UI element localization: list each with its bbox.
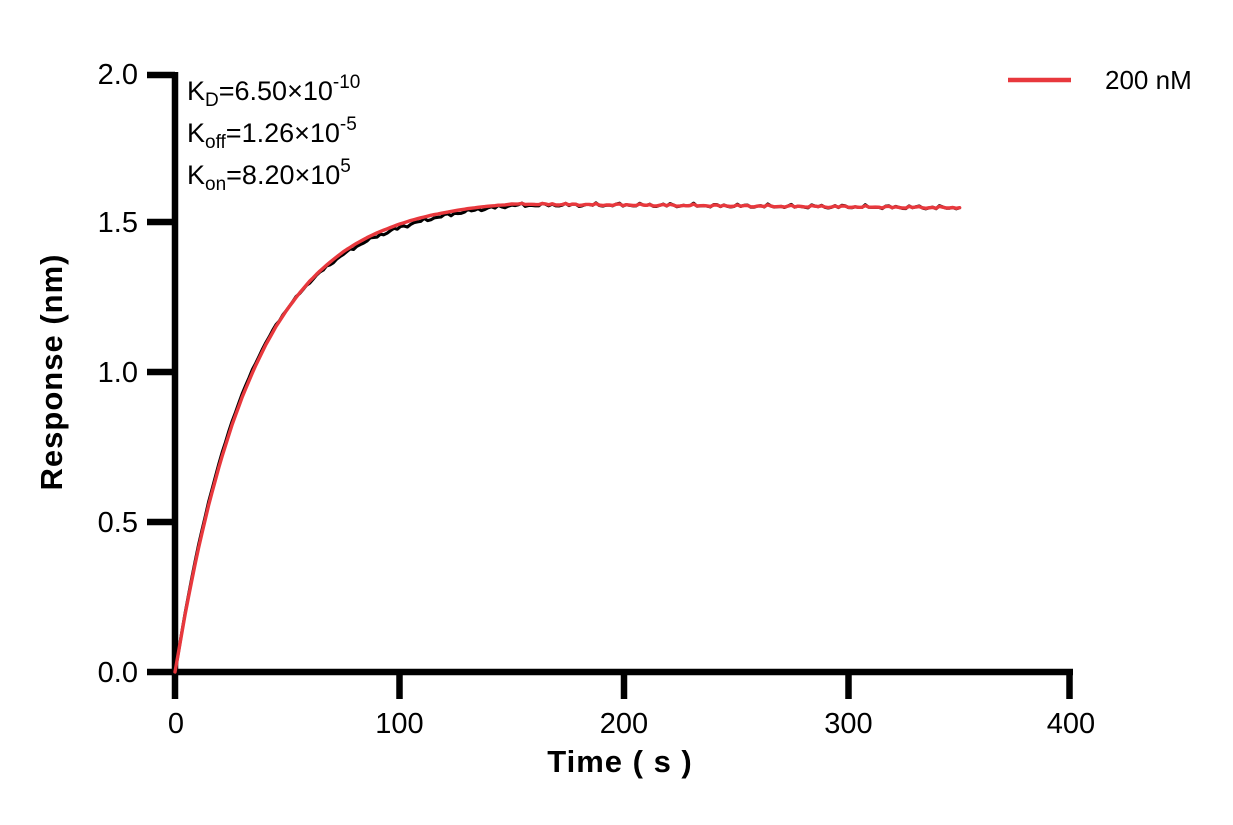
y-axis-title: Response (nm) — [34, 254, 69, 491]
x-tick-labels: 0 100 200 300 400 — [168, 708, 1095, 740]
y-tick-label-2.0: 2.0 — [98, 59, 138, 91]
fit-curve — [173, 201, 962, 674]
kd-annotation: KD=6.50×10-10 — [187, 72, 360, 111]
x-tick-label-100: 100 — [375, 708, 423, 740]
kinetic-constants-annotation: KD=6.50×10-10 Koff=1.26×10-5 Kon=8.20×10… — [187, 72, 360, 195]
x-tick-label-400: 400 — [1047, 708, 1095, 740]
y-axis-ticks — [147, 71, 175, 676]
kon-annotation: Kon=8.20×105 — [187, 156, 351, 195]
legend: 200 nM — [1008, 65, 1192, 95]
koff-annotation: Koff=1.26×10-5 — [187, 114, 357, 153]
y-tick-label-0.0: 0.0 — [98, 657, 138, 689]
x-tick-label-200: 200 — [600, 708, 648, 740]
x-axis-ticks — [171, 672, 1073, 699]
raw-data-curve — [173, 201, 962, 674]
x-tick-label-300: 300 — [824, 708, 872, 740]
y-tick-labels: 2.0 1.5 1.0 0.5 0.0 — [98, 59, 138, 689]
y-tick-label-0.5: 0.5 — [98, 507, 138, 539]
x-tick-label-0: 0 — [168, 708, 184, 740]
y-tick-label-1.0: 1.0 — [98, 357, 138, 389]
x-axis-title: Time ( s ) — [547, 744, 693, 779]
legend-label: 200 nM — [1105, 65, 1192, 95]
y-tick-label-1.5: 1.5 — [98, 207, 138, 239]
